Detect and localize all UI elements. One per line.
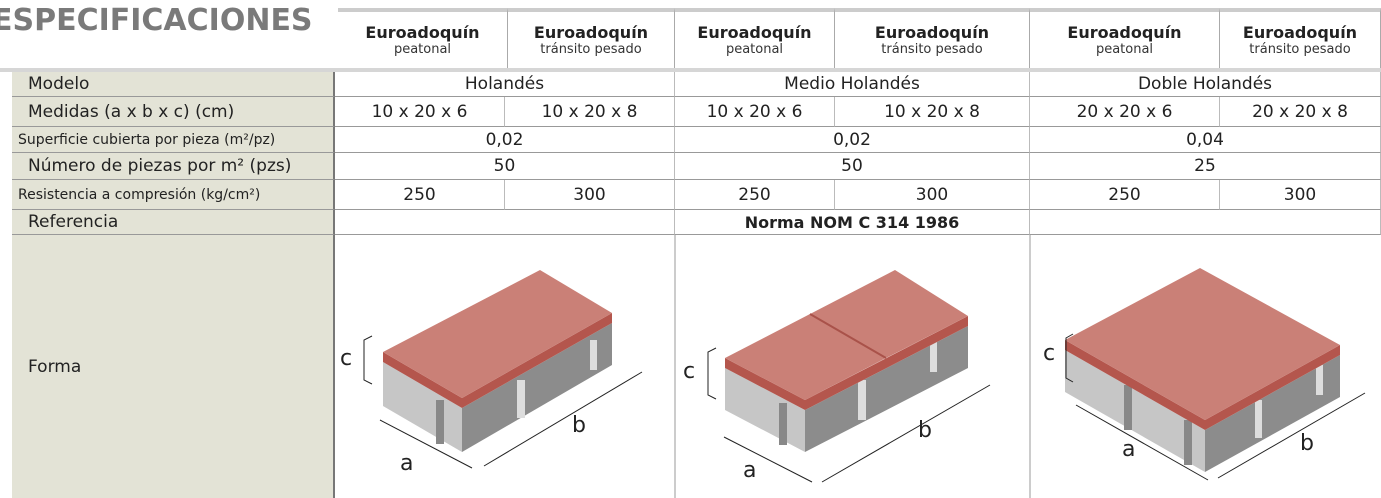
dim-label: a [1122,437,1135,462]
brick: c a b [683,270,990,483]
dim-label: c [683,359,695,384]
brick: c a b [1043,268,1365,480]
dim-label: a [743,458,756,483]
dim-label: b [572,413,586,438]
dim-label: b [1300,431,1314,456]
dim-label: c [340,346,352,371]
brick: c a b [340,270,642,476]
dim-label: a [400,451,413,476]
illustrations: c a b c a b c a b [0,0,1381,498]
page: ESPECIFICACIONES Euroadoquínpeatonal Eur… [0,0,1381,498]
dim-label: c [1043,341,1055,366]
dim-label: b [918,418,932,443]
